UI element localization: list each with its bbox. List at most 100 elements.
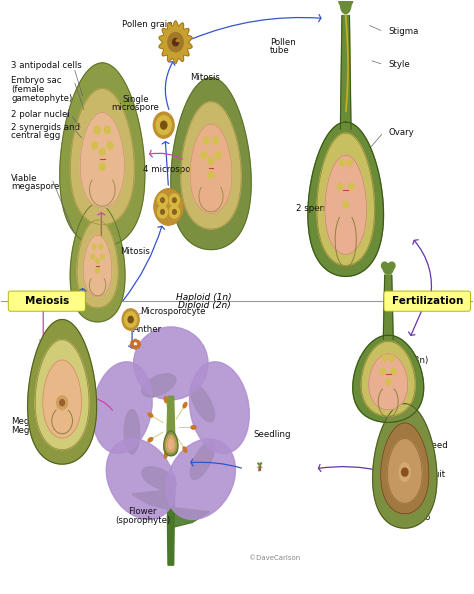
Circle shape <box>337 183 343 189</box>
Circle shape <box>60 400 64 406</box>
Circle shape <box>208 171 214 178</box>
Polygon shape <box>43 360 82 438</box>
Ellipse shape <box>148 413 153 417</box>
Ellipse shape <box>340 0 351 14</box>
Text: Pollen grain: Pollen grain <box>122 20 173 29</box>
Text: Diploid (2n): Diploid (2n) <box>178 301 230 311</box>
Circle shape <box>161 121 167 129</box>
Circle shape <box>161 210 164 214</box>
Polygon shape <box>159 21 192 64</box>
Ellipse shape <box>191 425 196 429</box>
Circle shape <box>157 194 167 206</box>
Polygon shape <box>80 112 124 208</box>
Circle shape <box>170 206 179 218</box>
Polygon shape <box>167 476 175 565</box>
Text: ©DaveCarlson: ©DaveCarlson <box>249 555 301 561</box>
Ellipse shape <box>190 362 249 453</box>
Polygon shape <box>132 489 171 510</box>
Circle shape <box>107 142 113 149</box>
Polygon shape <box>181 102 241 229</box>
Circle shape <box>91 142 98 149</box>
Polygon shape <box>71 89 134 225</box>
Text: Seedling: Seedling <box>254 430 291 439</box>
Polygon shape <box>381 423 429 514</box>
Text: Anther: Anther <box>133 325 162 334</box>
Polygon shape <box>190 124 232 213</box>
Circle shape <box>173 198 176 203</box>
Ellipse shape <box>338 0 346 5</box>
Polygon shape <box>27 320 97 464</box>
Circle shape <box>161 198 164 203</box>
Text: 2 sperm cells: 2 sperm cells <box>296 204 354 213</box>
Text: 2 polar nuclei: 2 polar nuclei <box>11 110 70 119</box>
Text: 3 antipodal cells: 3 antipodal cells <box>11 61 82 70</box>
Ellipse shape <box>130 343 133 346</box>
Circle shape <box>381 368 385 375</box>
Text: (female: (female <box>11 85 45 94</box>
Text: Mitosis: Mitosis <box>120 248 150 257</box>
Circle shape <box>213 137 219 144</box>
Ellipse shape <box>134 347 137 349</box>
Circle shape <box>100 148 105 156</box>
Circle shape <box>94 127 100 134</box>
Circle shape <box>173 210 176 214</box>
Ellipse shape <box>137 343 140 346</box>
Polygon shape <box>60 63 145 247</box>
FancyBboxPatch shape <box>384 291 471 311</box>
Text: Zygote (2n): Zygote (2n) <box>359 366 410 375</box>
Circle shape <box>154 189 183 225</box>
Circle shape <box>401 468 408 476</box>
Polygon shape <box>325 155 366 254</box>
Ellipse shape <box>134 339 137 342</box>
Circle shape <box>201 151 207 159</box>
Text: Pollen: Pollen <box>270 37 296 47</box>
Polygon shape <box>167 396 175 436</box>
Ellipse shape <box>259 466 260 467</box>
Polygon shape <box>257 467 262 468</box>
Circle shape <box>96 258 100 263</box>
Text: Style: Style <box>388 60 410 69</box>
Ellipse shape <box>346 0 353 5</box>
Circle shape <box>391 368 396 375</box>
Text: 4 microspores: 4 microspores <box>143 165 204 174</box>
Ellipse shape <box>183 403 187 408</box>
Text: Fruit: Fruit <box>426 470 445 479</box>
Text: megaspore: megaspore <box>11 182 59 191</box>
Text: Stigma: Stigma <box>388 27 419 36</box>
Text: gametophyte): gametophyte) <box>11 94 73 103</box>
Circle shape <box>347 159 352 166</box>
Polygon shape <box>167 438 174 451</box>
Ellipse shape <box>148 438 153 442</box>
Text: Megasporocyte: Megasporocyte <box>11 426 77 435</box>
Polygon shape <box>35 340 89 450</box>
Text: (sporophyte): (sporophyte) <box>115 516 170 525</box>
Ellipse shape <box>106 439 175 519</box>
Circle shape <box>173 39 179 46</box>
Text: tube: tube <box>270 46 290 55</box>
Ellipse shape <box>142 467 176 490</box>
Circle shape <box>100 254 104 259</box>
Text: 2 synergids and: 2 synergids and <box>11 123 80 132</box>
Circle shape <box>155 189 182 225</box>
Circle shape <box>168 33 183 52</box>
Circle shape <box>91 254 95 259</box>
Circle shape <box>208 157 214 165</box>
Polygon shape <box>353 335 424 422</box>
FancyBboxPatch shape <box>8 291 85 311</box>
Polygon shape <box>308 122 383 276</box>
Polygon shape <box>373 404 437 528</box>
Ellipse shape <box>382 262 388 269</box>
Text: Ovule: Ovule <box>62 359 87 368</box>
Text: Seed: Seed <box>426 441 448 450</box>
Polygon shape <box>165 434 176 453</box>
Circle shape <box>339 159 345 166</box>
Text: Flower: Flower <box>128 507 157 516</box>
Ellipse shape <box>176 40 179 42</box>
Ellipse shape <box>190 442 215 479</box>
Circle shape <box>128 317 133 323</box>
Text: Ovary: Ovary <box>388 128 414 137</box>
Circle shape <box>104 127 110 134</box>
Polygon shape <box>387 438 422 503</box>
Text: Endosperm (3n): Endosperm (3n) <box>359 356 428 365</box>
Circle shape <box>389 355 394 361</box>
